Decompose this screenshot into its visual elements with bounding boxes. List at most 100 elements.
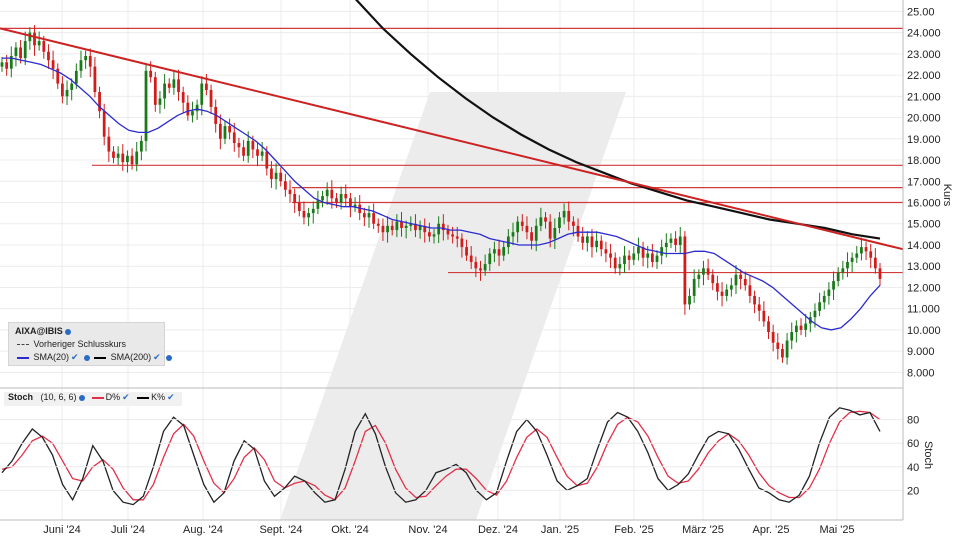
stoch-info-icon[interactable] [78, 394, 85, 401]
candle-body [776, 342, 780, 350]
candle-body [664, 242, 668, 248]
candle-body [725, 289, 729, 296]
candle-body [395, 221, 399, 231]
candle-body [604, 249, 608, 254]
info-icon[interactable] [64, 328, 71, 335]
candle-body [460, 238, 464, 248]
candle-body [9, 55, 13, 69]
candle-body [720, 291, 724, 296]
candle-body [70, 83, 74, 90]
candle-body [474, 261, 478, 269]
candle-body [869, 251, 873, 258]
candle-body [367, 213, 371, 218]
candle-body [167, 83, 171, 88]
stoch-y-ticks: 20 40 60 80 [0, 415, 919, 497]
candle-body [423, 225, 427, 233]
candle-body [818, 302, 821, 311]
candle-body [390, 225, 394, 231]
x-axis-ticks: Juni '24 Juli '24 Aug. '24 Sept. '24 Okt. '2… [43, 524, 854, 536]
legend-sma-row: SMA(20) ✔ SMA(200) ✔ [15, 352, 172, 363]
candle-body [623, 255, 626, 265]
stoch-d-line [1, 410, 881, 501]
y-tick-label: 19.000 [907, 134, 941, 146]
candle-body [121, 153, 125, 163]
candle-body [362, 213, 366, 218]
candle-body [497, 249, 501, 256]
candle-body [441, 223, 445, 231]
candle-body [427, 232, 431, 237]
candle-body [483, 264, 487, 271]
candle-body [330, 189, 334, 199]
candle-body [344, 194, 348, 199]
candle-body [28, 32, 32, 42]
candle-body [781, 349, 784, 358]
candle-body [232, 132, 236, 144]
x-tick-label: Jan. '25 [541, 524, 579, 536]
k-check-icon[interactable]: ✔ [167, 392, 175, 402]
candle-body [562, 210, 566, 218]
d-swatch [91, 396, 104, 399]
candle-body [739, 274, 743, 279]
candle-body [804, 323, 808, 330]
candle-body [37, 41, 41, 46]
candle-body [632, 253, 636, 260]
y-tick-label: 22.000 [907, 70, 941, 82]
downtrend-line [0, 27, 904, 251]
stoch-tick-label: 60 [907, 438, 919, 450]
candle-body [609, 253, 612, 258]
candle-body [293, 194, 297, 203]
candle-body [260, 151, 264, 156]
candle-body [5, 62, 9, 69]
candle-body [878, 268, 882, 279]
stoch-axis-label: Stoch [922, 441, 934, 469]
candle-body [451, 234, 455, 237]
candle-body [177, 79, 180, 93]
candle-body [525, 225, 529, 233]
candle-body [242, 147, 245, 156]
candle-body [479, 268, 482, 271]
candle-body [153, 77, 157, 105]
candle-body [581, 236, 585, 243]
candle-body [158, 98, 162, 105]
candle-body [455, 236, 459, 239]
y-axis-ticks: 8.000 9.000 10.000 11.000 12.000 13.000 14.000… [907, 6, 941, 379]
candle-body [149, 70, 153, 78]
legend-sma20: SMA(20) [33, 352, 70, 362]
candle-body [353, 204, 357, 207]
candle-body [516, 221, 520, 233]
candle-body [288, 189, 292, 194]
candle-body [270, 168, 273, 180]
candle-body [381, 225, 385, 233]
sma200-info-icon[interactable] [165, 354, 172, 361]
candle-body [650, 253, 654, 262]
candle-body [84, 55, 88, 61]
candle-body [530, 232, 533, 241]
k-swatch [137, 396, 150, 399]
candle-body [637, 247, 640, 254]
candle-body [400, 221, 403, 228]
stoch-d-label: D% [105, 392, 121, 402]
stoch-label: Stoch [8, 392, 34, 402]
legend-prev-close-row: Vorheriger Schlusskurs [15, 339, 126, 349]
candle-body [627, 255, 631, 260]
candle-body [205, 83, 208, 90]
sma20-info-icon[interactable] [83, 354, 90, 361]
sma20-line [2, 57, 881, 331]
x-tick-label: Juni '24 [43, 524, 81, 536]
candle-body [93, 66, 97, 93]
x-tick-label: Okt. '24 [331, 524, 369, 536]
candle-body [655, 255, 659, 262]
candle-body [218, 123, 222, 139]
sma20-check-icon[interactable]: ✔ [71, 352, 79, 362]
sma200-check-icon[interactable]: ✔ [153, 352, 161, 362]
candle-body [813, 310, 817, 318]
y-tick-label: 21.000 [907, 91, 941, 103]
candle-body [502, 247, 506, 256]
candle-body [297, 202, 301, 211]
candle-body [126, 155, 129, 163]
candle-body [873, 257, 877, 269]
candle-body [265, 151, 269, 169]
d-check-icon[interactable]: ✔ [122, 392, 130, 402]
sma200-line [354, 0, 881, 240]
candle-body [246, 140, 250, 156]
